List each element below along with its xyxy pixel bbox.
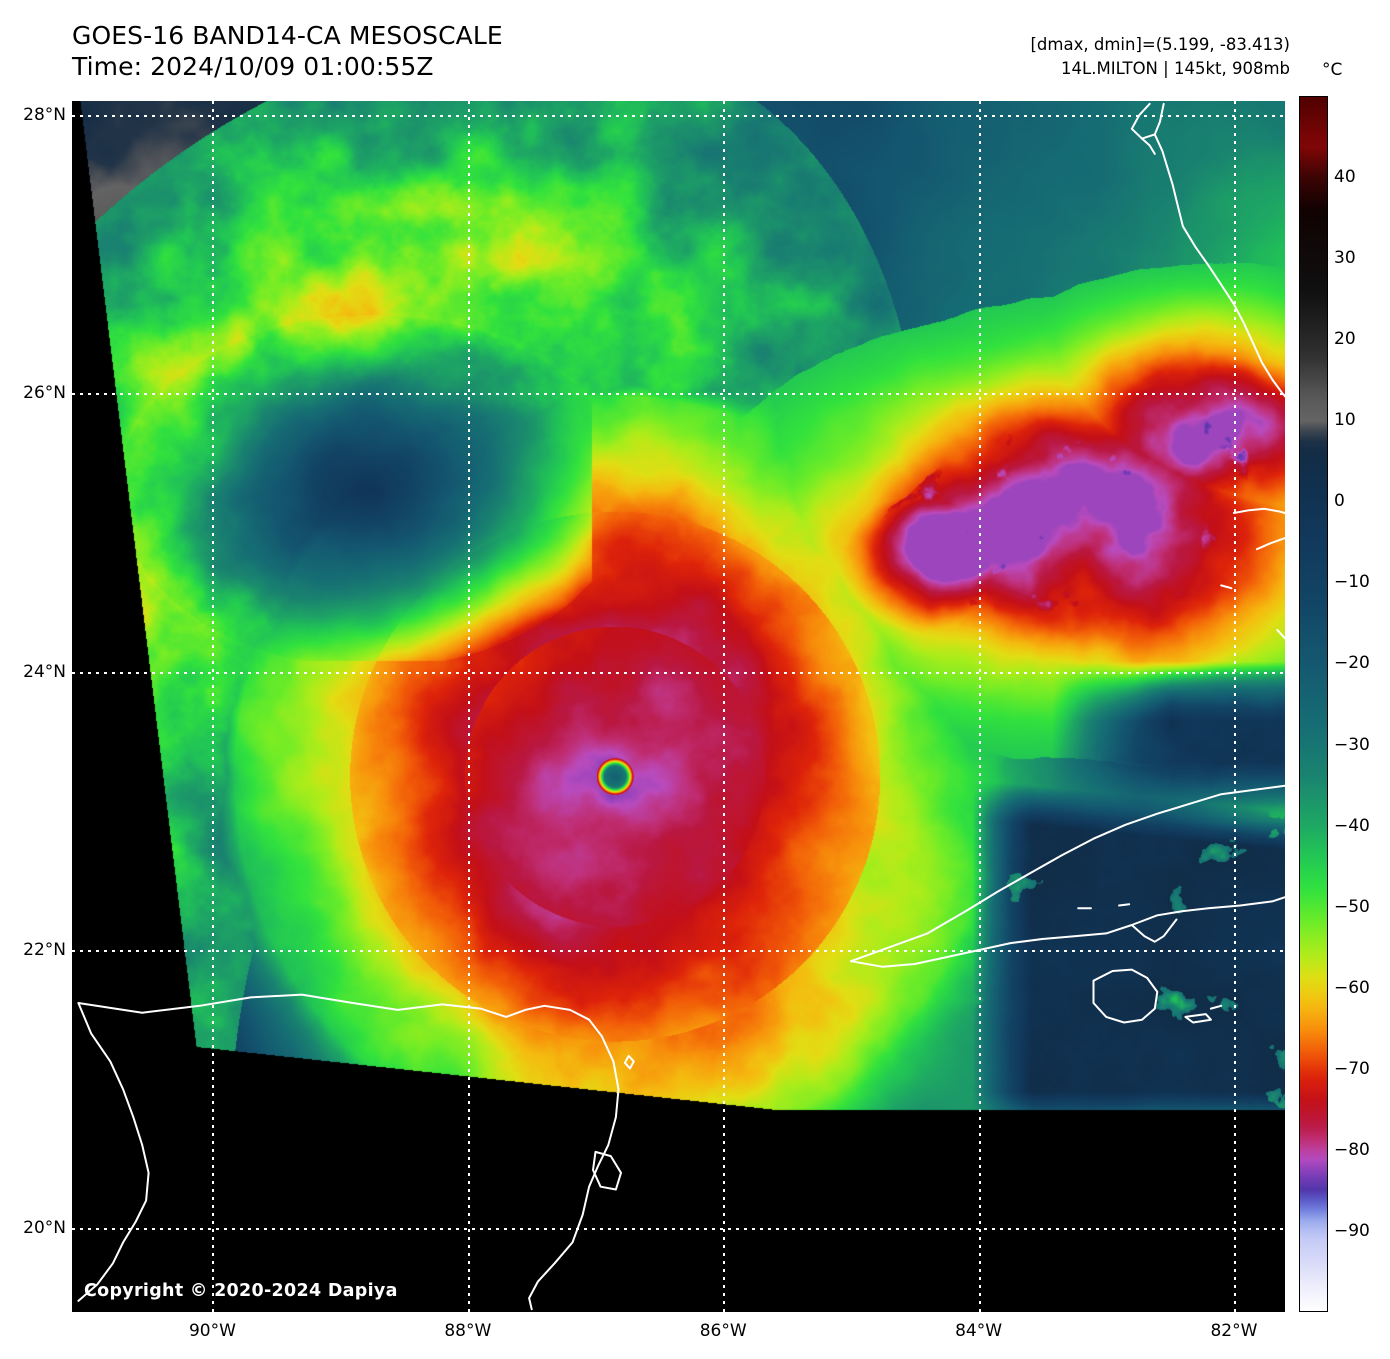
figure-title: GOES-16 BAND14-CA MESOSCALE — [72, 21, 503, 50]
coastline-path — [1141, 137, 1156, 155]
coastline-path — [1130, 918, 1178, 943]
coastline-path — [77, 993, 620, 1311]
coastline-path — [849, 784, 1285, 963]
colorbar-unit-label: °C — [1322, 60, 1343, 80]
colorbar-tick-label: 30 — [1334, 248, 1356, 269]
coastline-path — [1118, 903, 1131, 907]
gridline-longitude — [978, 101, 981, 1312]
lat-tick-label: 20°N — [23, 1218, 66, 1239]
colorbar-tick-label: −90 — [1334, 1220, 1370, 1241]
lon-tick-label: 82°W — [1210, 1321, 1258, 1341]
colorbar-tick-label: −50 — [1334, 896, 1370, 917]
lon-tick-label: 86°W — [699, 1321, 747, 1341]
copyright-text: Copyright © 2020-2024 Dapiya — [84, 1281, 398, 1301]
coastline-path — [1092, 968, 1159, 1024]
colorbar-tick-label: −10 — [1334, 572, 1370, 593]
data-range-annotation: [dmax, dmin]=(5.199, -83.413) — [1030, 35, 1291, 54]
coastline-path — [77, 1002, 150, 1302]
temperature-colorbar — [1299, 96, 1328, 1312]
gridline-longitude — [212, 101, 215, 1312]
colorbar-tick-label: 20 — [1334, 329, 1356, 350]
lat-tick-label: 22°N — [23, 940, 66, 961]
colorbar-tick-label: 40 — [1334, 167, 1356, 188]
colorbar-tick-label: −70 — [1334, 1058, 1370, 1079]
coastline-path — [1184, 1013, 1212, 1024]
figure-timestamp: Time: 2024/10/09 01:00:55Z — [72, 52, 434, 81]
lon-tick-label: 90°W — [188, 1321, 236, 1341]
coastline-path — [849, 896, 1285, 968]
lon-tick-label: 88°W — [444, 1321, 492, 1341]
coastline-path — [1153, 133, 1285, 515]
colorbar-tick-label: −80 — [1334, 1139, 1370, 1160]
colorbar-gradient — [1300, 97, 1327, 1311]
gridline-latitude — [72, 950, 1285, 953]
colorbar-tick-label: −60 — [1334, 977, 1370, 998]
gridline-latitude — [72, 114, 1285, 117]
gridline-latitude — [72, 671, 1285, 674]
coastline-path — [1209, 1004, 1223, 1010]
coastline-path — [623, 1054, 635, 1070]
colorbar-tick-label: −40 — [1334, 815, 1370, 836]
coastline-path — [1220, 584, 1233, 590]
colorbar-tick-label: 0 — [1334, 491, 1345, 512]
colorbar-tick-label: −30 — [1334, 734, 1370, 755]
gridline-longitude — [723, 101, 726, 1312]
colorbar-tick-label: −20 — [1334, 653, 1370, 674]
graticule-gridlines — [72, 101, 1285, 1312]
gridline-latitude — [72, 393, 1285, 396]
colorbar-tick-label: 10 — [1334, 410, 1356, 431]
gridline-longitude — [1233, 101, 1236, 1312]
lat-tick-label: 28°N — [23, 104, 66, 125]
coastline-path — [1276, 628, 1285, 640]
coastline-overlay — [77, 102, 1285, 1311]
lat-tick-label: 26°N — [23, 383, 66, 404]
infrared-brightness-temperature-raster — [72, 101, 1285, 1312]
lon-tick-label: 84°W — [955, 1321, 1003, 1341]
lat-tick-label: 24°N — [23, 661, 66, 682]
satellite-map-canvas: Copyright © 2020-2024 Dapiya — [72, 101, 1285, 1312]
gridline-latitude — [72, 1228, 1285, 1231]
coastline-path — [592, 1150, 622, 1191]
gridline-longitude — [467, 101, 470, 1312]
coastline-path — [1255, 537, 1285, 551]
storm-info-annotation: 14L.MILTON | 145kt, 908mb — [1061, 59, 1290, 78]
